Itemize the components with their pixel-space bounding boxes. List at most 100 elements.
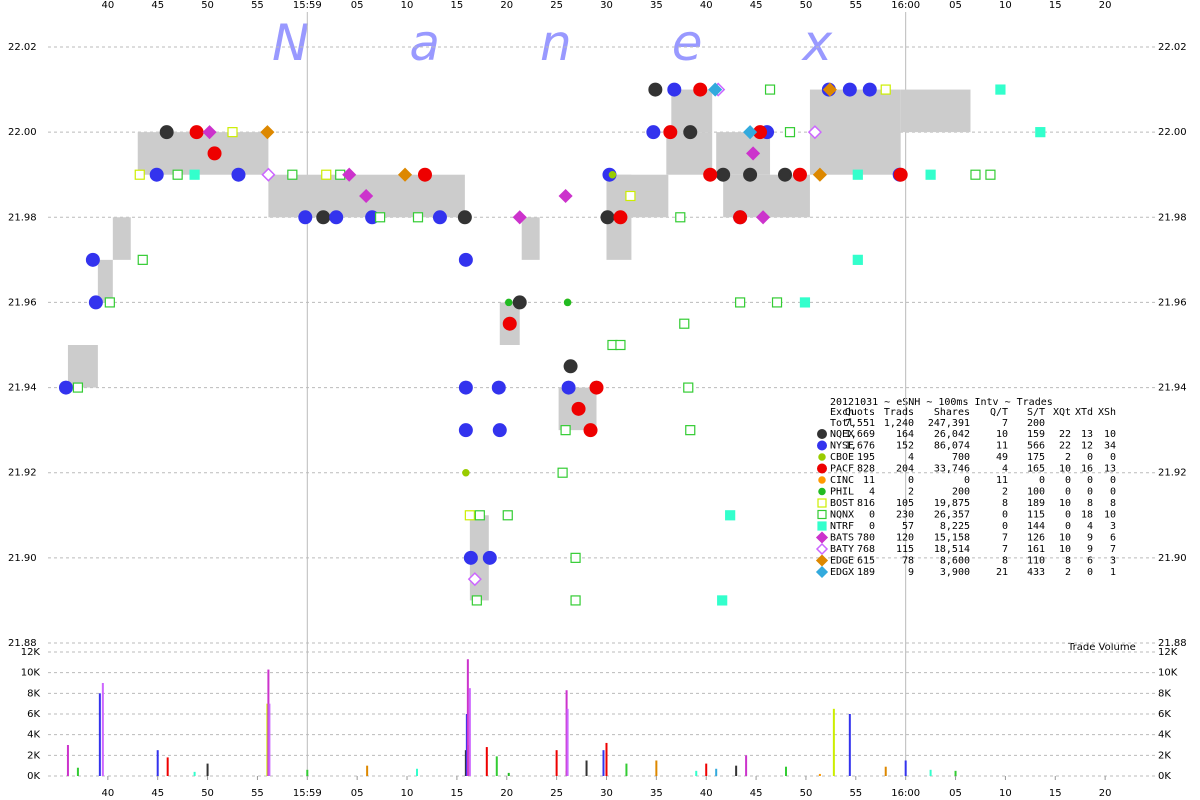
volume-bar xyxy=(193,771,196,776)
legend-cell: 1,676 xyxy=(845,441,875,452)
trade-marker xyxy=(717,595,728,606)
volume-bar xyxy=(785,766,787,776)
legend-cell: XTd xyxy=(1075,407,1093,418)
trade-marker xyxy=(685,425,696,436)
legend-cell: 7 xyxy=(1002,544,1008,555)
y2-tick-label-right: 10K xyxy=(1158,668,1178,679)
legend-cell: 159 xyxy=(1027,429,1045,440)
trade-marker xyxy=(667,82,682,97)
x-tick-label: 10 xyxy=(401,788,414,799)
legend-cell: 175 xyxy=(1027,452,1045,463)
legend-cell: 126 xyxy=(1027,533,1045,544)
volume-bar xyxy=(848,714,851,776)
legend-cell: 2 xyxy=(1002,487,1008,498)
nbbo-box xyxy=(67,345,98,388)
volume-bar xyxy=(605,742,608,776)
trade-marker xyxy=(880,84,891,95)
legend-marker xyxy=(817,498,827,508)
y2-tick-label-right: 0K xyxy=(1158,771,1171,782)
y-tick-label: 22.00 xyxy=(8,127,37,138)
x-tick-label: 55 xyxy=(251,788,264,799)
y2-tick-label: 6K xyxy=(27,709,40,720)
trade-marker xyxy=(462,468,470,477)
volume-bar xyxy=(555,750,558,776)
trade-marker xyxy=(600,210,615,225)
trade-marker xyxy=(561,380,576,395)
nbbo-box xyxy=(606,174,669,218)
legend-marker xyxy=(817,521,827,531)
x-tick-label: 30 xyxy=(600,788,613,799)
x-tick-label: 40 xyxy=(101,788,114,799)
legend-name: NQEX xyxy=(830,429,854,440)
x-tick-label: 16:00 xyxy=(891,788,920,799)
x-tick-label-top: 25 xyxy=(550,0,563,11)
x-tick-label: 15 xyxy=(451,788,464,799)
legend-marker xyxy=(815,565,829,579)
legend-cell: 0 xyxy=(1110,487,1116,498)
legend-name: EDGX xyxy=(830,567,854,578)
legend-marker xyxy=(818,476,826,484)
legend-name: NTRF xyxy=(830,521,854,532)
legend-marker xyxy=(817,509,827,520)
y-tick-label-right: 21.90 xyxy=(1158,553,1187,564)
legend-name: PHIL xyxy=(830,487,854,498)
trade-marker xyxy=(558,188,573,204)
trade-marker xyxy=(852,254,863,265)
legend-cell: 8,600 xyxy=(940,556,970,567)
legend-name: NQNX xyxy=(830,510,854,521)
legend-cell: 780 xyxy=(857,533,875,544)
trade-marker xyxy=(412,212,424,223)
legend-cell: 11 xyxy=(996,441,1008,452)
y-tick-label: 21.96 xyxy=(8,297,37,308)
x-tick-label: 20 xyxy=(500,788,513,799)
trade-marker xyxy=(137,254,148,265)
legend-marker xyxy=(817,463,827,474)
y2-tick-label: 0K xyxy=(27,771,40,782)
x-tick-label-top: 45 xyxy=(750,0,763,11)
legend-title: 20121031 ~ eSNH ~ 100ms Intv ~ Trades xyxy=(830,397,1053,408)
legend-cell: 10 xyxy=(1104,510,1116,521)
legend-cell: 8 xyxy=(1002,498,1008,509)
trade-marker xyxy=(482,550,497,565)
trade-marker xyxy=(491,380,506,395)
trade-marker xyxy=(743,167,758,182)
trade-marker xyxy=(58,380,73,395)
legend-cell: Totl xyxy=(830,418,854,429)
legend-cell: 0 xyxy=(908,475,914,486)
legend-cell: 200 xyxy=(952,487,970,498)
trade-marker xyxy=(571,401,586,416)
volume-bar xyxy=(466,659,469,776)
y-tick-label-right: 21.88 xyxy=(1158,638,1187,649)
x-tick-label: 20 xyxy=(1099,788,1112,799)
trade-marker xyxy=(471,595,482,606)
trade-marker xyxy=(852,169,863,180)
volume-bar xyxy=(485,747,488,776)
legend-marker xyxy=(815,542,829,556)
trade-marker xyxy=(1035,127,1046,138)
y-tick-label-right: 22.00 xyxy=(1158,127,1187,138)
trade-marker xyxy=(822,82,837,97)
legend-cell: 0 xyxy=(1039,475,1045,486)
legend-cell: S/T xyxy=(1027,407,1045,418)
legend-cell: 7,551 xyxy=(845,418,875,429)
legend-cell: 9 xyxy=(1087,544,1093,555)
trade-marker xyxy=(648,82,663,97)
volume-bar xyxy=(655,760,658,776)
trade-marker xyxy=(492,423,507,438)
x-tick-label-top: 55 xyxy=(849,0,862,11)
legend-cell: 816 xyxy=(857,498,875,509)
volume-bar xyxy=(904,760,907,776)
trade-marker xyxy=(589,380,604,395)
trade-marker xyxy=(812,167,827,182)
legend-cell: 8,225 xyxy=(940,521,970,532)
y-tick-label: 21.90 xyxy=(8,553,37,564)
legend-cell: 0 xyxy=(964,475,970,486)
x-tick-label: 15:59 xyxy=(293,788,322,799)
legend-cell: 10 xyxy=(1059,544,1071,555)
nbbo-box xyxy=(137,132,269,175)
trade-marker xyxy=(502,316,517,331)
trade-marker xyxy=(756,210,771,225)
trade-marker xyxy=(675,212,686,223)
legend-cell: 4 xyxy=(1002,464,1008,475)
